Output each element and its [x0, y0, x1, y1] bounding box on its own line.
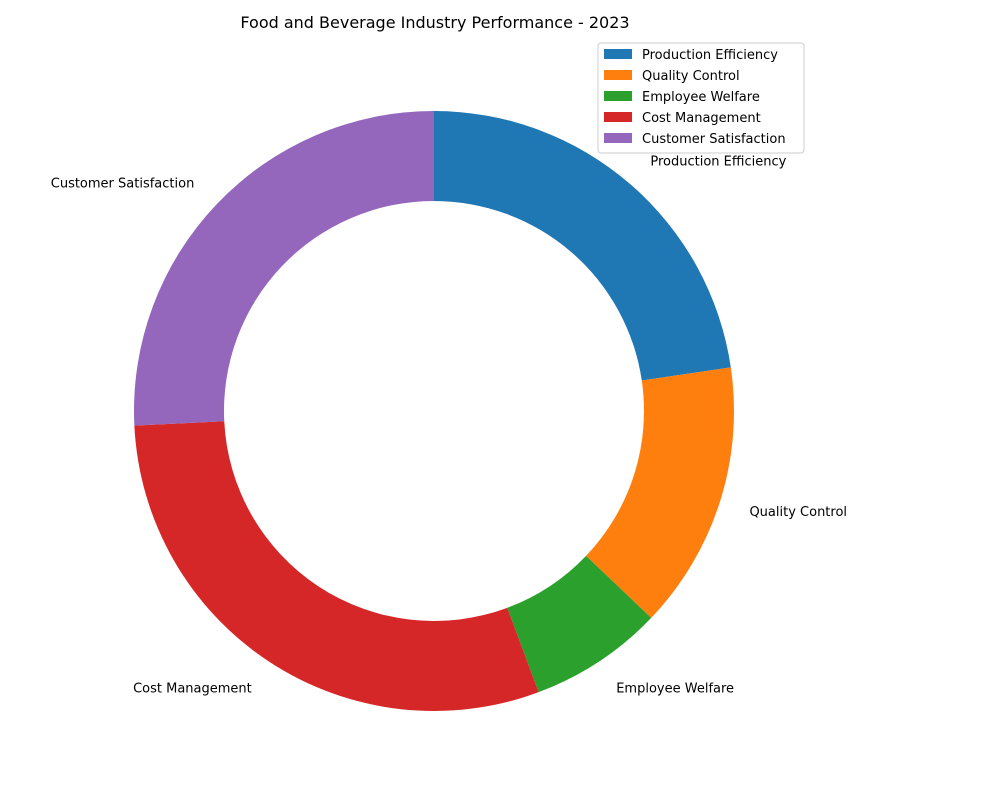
slice-label-employee-welfare: Employee Welfare [616, 681, 734, 696]
legend-swatch-employee-welfare [604, 91, 632, 101]
slice-label-cost-management: Cost Management [133, 681, 252, 696]
legend-frame [597, 42, 805, 154]
legend-swatch-quality-control [604, 70, 632, 80]
slice-quality-control [586, 367, 734, 618]
slice-employee-welfare [507, 555, 652, 693]
slice-labels: Production Efficiency Quality Control Empl… [51, 155, 847, 697]
slice-cost-management [134, 421, 539, 711]
chart-title: Food and Beverage Industry Performance -… [240, 13, 629, 32]
legend-label-production-efficiency: Production Efficiency [642, 48, 778, 63]
legend-swatch-customer-satisfaction [604, 133, 632, 143]
legend-label-cost-management: Cost Management [642, 111, 761, 126]
slice-label-quality-control: Quality Control [749, 505, 847, 520]
legend-label-employee-welfare: Employee Welfare [642, 90, 760, 105]
legend-swatch-production-efficiency [604, 49, 632, 59]
legend-label-quality-control: Quality Control [642, 69, 740, 84]
legend-swatch-cost-management [604, 112, 632, 122]
legend: Production Efficiency Quality Control Empl… [597, 42, 805, 154]
slice-customer-satisfaction [134, 111, 435, 426]
donut-slices [134, 111, 734, 711]
legend-label-customer-satisfaction: Customer Satisfaction [642, 132, 786, 147]
slice-label-production-efficiency: Production Efficiency [650, 155, 786, 170]
slice-production-efficiency [434, 111, 731, 381]
slice-label-customer-satisfaction: Customer Satisfaction [51, 177, 195, 192]
